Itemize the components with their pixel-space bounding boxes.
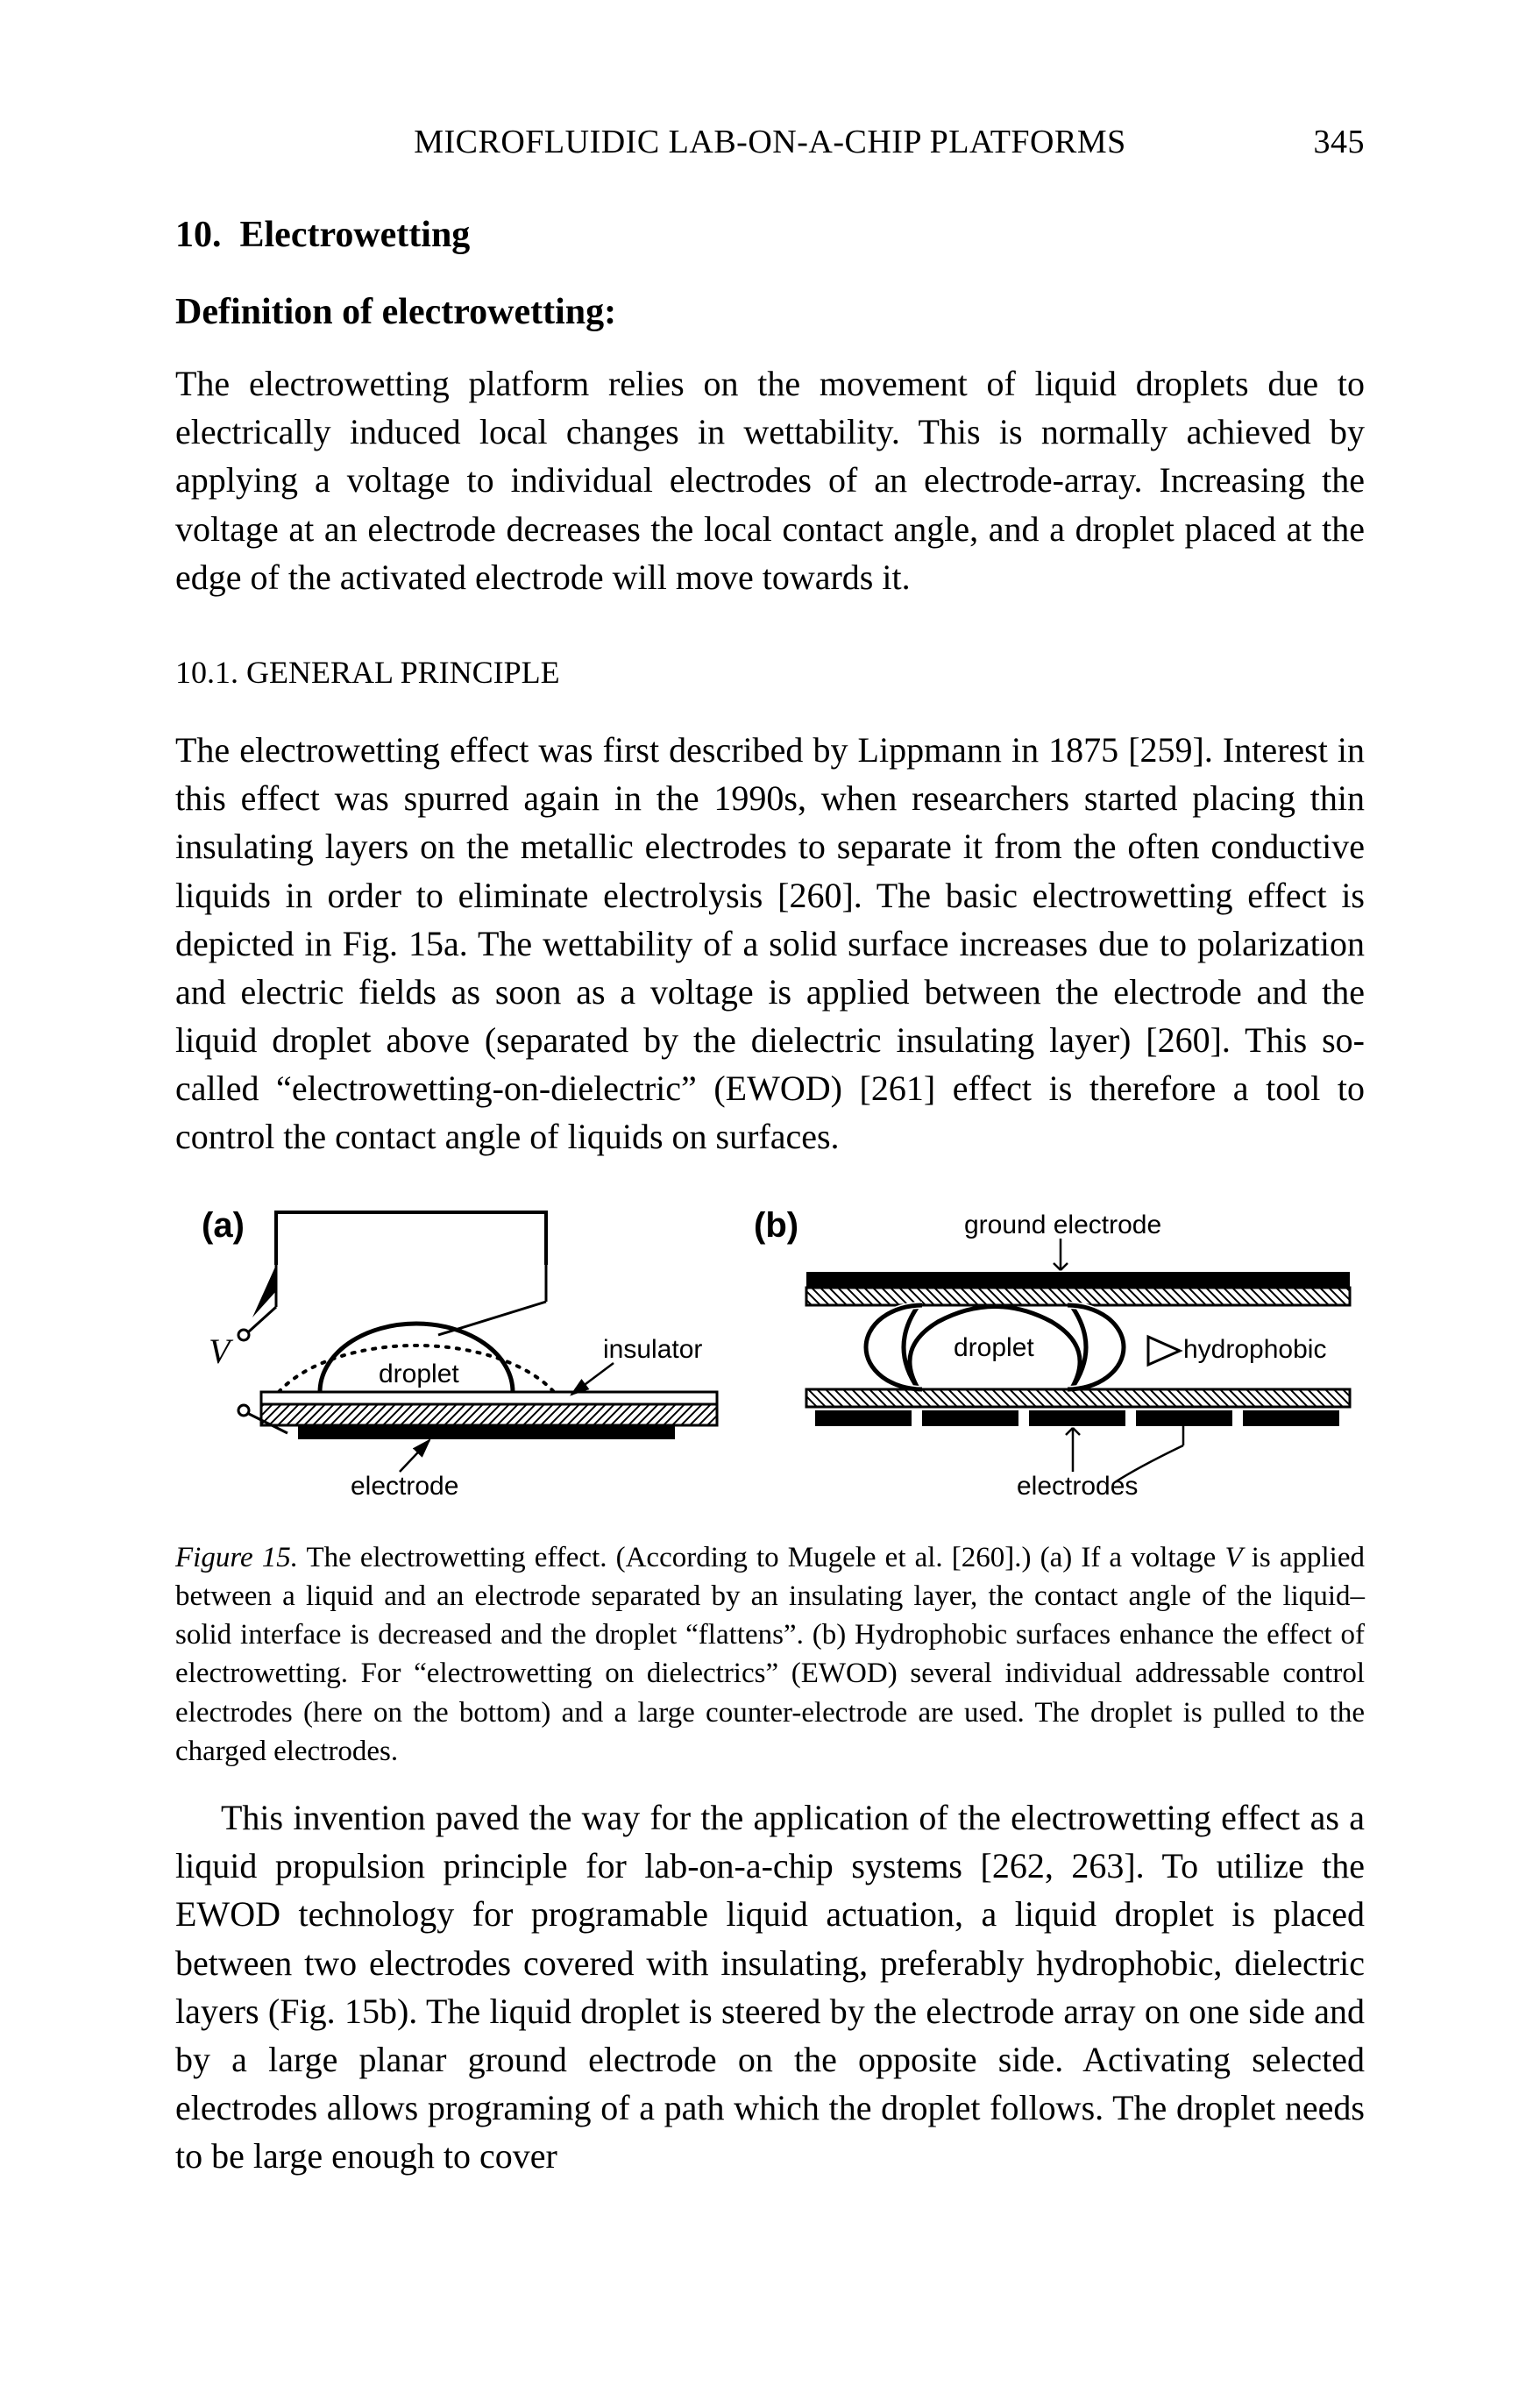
panel-b-electrodes-label: electrodes — [1017, 1472, 1138, 1501]
panel-b-electrode-5 — [1243, 1410, 1339, 1426]
definition-paragraph: The electrowetting platform relies on th… — [175, 359, 1365, 601]
panel-b-electrode-2 — [922, 1410, 1018, 1426]
panel-b-bottom-hydrophobic — [806, 1389, 1350, 1407]
panel-a-insulator-label: insulator — [603, 1335, 702, 1364]
panel-b-label: (b) — [754, 1206, 798, 1245]
panel-b-ground-label: ground electrode — [964, 1211, 1161, 1239]
figure-15: (a) V — [175, 1204, 1365, 1771]
panel-a-insulator-arrow — [571, 1363, 614, 1395]
subsection-paragraph-1: The electrowetting effect was first desc… — [175, 726, 1365, 1161]
panel-b-electrode-1 — [815, 1410, 912, 1426]
panel-a-box — [276, 1212, 546, 1265]
section-heading: 10. Electrowetting — [175, 214, 1365, 256]
section-number: 10. — [175, 215, 222, 255]
panel-a-top-node — [238, 1330, 249, 1340]
page-number: 345 — [1260, 123, 1365, 161]
panel-b-hydrophobic-label: hydrophobic — [1183, 1335, 1326, 1364]
panel-b-electrode-4 — [1136, 1410, 1232, 1426]
running-header: MICROFLUIDIC LAB-ON-A-CHIP PLATFORMS 345 — [175, 123, 1365, 161]
panel-a-electrode-arrow — [400, 1440, 429, 1472]
section-title: Electrowetting — [240, 215, 471, 255]
figure-caption-text-1: The electrowetting effect. (According to… — [298, 1542, 1224, 1573]
panel-a-electrode — [298, 1425, 675, 1439]
figure-15-caption: Figure 15. The electrowetting effect. (A… — [175, 1538, 1365, 1771]
figure-caption-label: Figure 15. — [175, 1542, 298, 1573]
figure-15-svg: (a) V — [175, 1204, 1365, 1519]
page: MICROFLUIDIC LAB-ON-A-CHIP PLATFORMS 345… — [0, 0, 1540, 2400]
panel-b-hydrophobic-arrow — [1148, 1337, 1180, 1365]
definition-heading: Definition of electrowetting: — [175, 291, 1365, 333]
subsection-paragraph-2: This invention paved the way for the app… — [175, 1793, 1365, 2181]
panel-a-electrode-label: electrode — [351, 1472, 458, 1501]
panel-a-insulator — [261, 1392, 717, 1404]
figure-caption-text-2: is applied between a liquid and an elect… — [175, 1542, 1365, 1767]
panel-a-droplet-label: droplet — [379, 1360, 459, 1388]
panel-b-droplet-label: droplet — [954, 1333, 1034, 1362]
panel-a-label: (a) — [202, 1206, 245, 1245]
panel-a-bottom-node — [238, 1405, 249, 1416]
panel-a-v-label: V — [209, 1331, 234, 1371]
running-title: MICROFLUIDIC LAB-ON-A-CHIP PLATFORMS — [280, 123, 1260, 161]
panel-b-electrode-3 — [1029, 1410, 1125, 1426]
panel-b-ground-electrode — [806, 1272, 1350, 1288]
subsection-label: 10.1. GENERAL PRINCIPLE — [175, 654, 1365, 691]
panel-a-substrate — [261, 1404, 717, 1425]
figure-caption-v: V — [1224, 1542, 1242, 1573]
